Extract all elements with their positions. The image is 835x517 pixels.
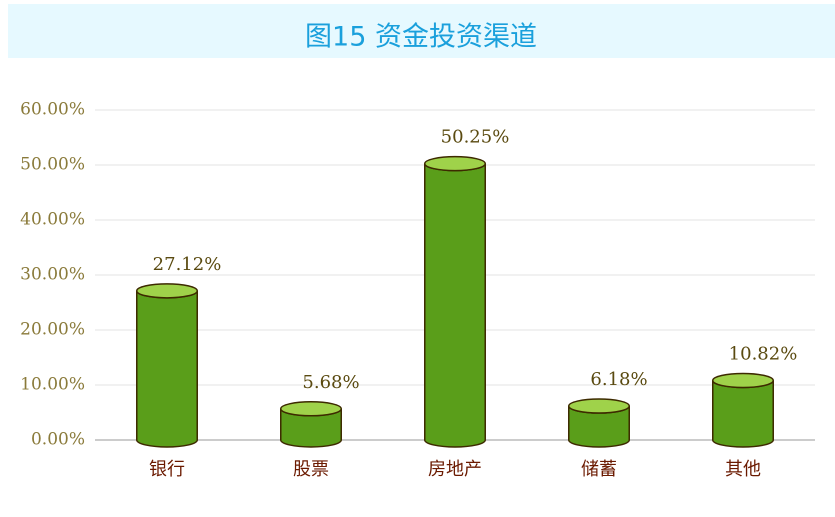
x-tick-label: 银行 — [149, 459, 185, 480]
y-tick-label: 40.00% — [20, 210, 85, 230]
bar — [136, 290, 198, 448]
x-tick-label: 储蓄 — [581, 459, 617, 480]
bar-top — [280, 401, 342, 417]
value-label: 50.25% — [441, 127, 510, 148]
value-label: 5.68% — [302, 372, 359, 393]
x-tick-label: 其他 — [725, 459, 761, 480]
y-tick-label: 30.00% — [20, 265, 85, 285]
y-tick-label: 10.00% — [20, 375, 85, 395]
y-tick-label: 50.00% — [20, 155, 85, 175]
value-label: 6.18% — [590, 369, 647, 390]
bar-top — [424, 155, 486, 172]
y-tick-label: 0.00% — [31, 430, 85, 450]
bar-top — [136, 283, 198, 299]
bar — [424, 163, 486, 448]
x-tick-label: 房地产 — [428, 459, 482, 480]
value-label: 27.12% — [153, 254, 222, 275]
bar — [712, 380, 774, 448]
y-tick-label: 20.00% — [20, 320, 85, 340]
title-band — [8, 4, 835, 58]
bar-top — [568, 398, 630, 414]
value-label: 10.82% — [729, 343, 798, 364]
chart-title: 图15 资金投资渠道 — [305, 22, 537, 53]
bar-top — [712, 372, 774, 389]
y-tick-label: 60.00% — [20, 100, 85, 120]
x-tick-label: 股票 — [293, 459, 329, 480]
